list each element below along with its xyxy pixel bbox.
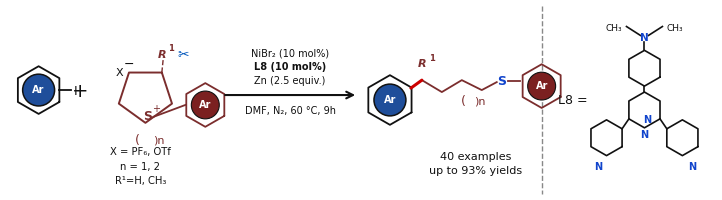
Circle shape [374,84,406,116]
Text: Ar: Ar [199,100,212,110]
Text: 40 examples: 40 examples [440,152,511,162]
Text: Ar: Ar [32,85,45,95]
Text: N: N [640,33,649,43]
Text: N: N [643,115,651,125]
Text: (: ( [461,95,466,108]
Text: L8 =: L8 = [557,94,587,106]
Text: ✂: ✂ [178,48,189,62]
Text: I: I [74,85,77,98]
Text: Ar: Ar [536,81,548,91]
Text: +: + [152,104,160,114]
Text: L8 (10 mol%): L8 (10 mol%) [254,62,326,72]
Text: DMF, N₂, 60 °C, 9h: DMF, N₂, 60 °C, 9h [245,106,336,116]
Text: +: + [72,82,89,101]
Text: CH₃: CH₃ [606,24,622,33]
Text: N: N [640,130,648,140]
Text: n = 1, 2: n = 1, 2 [121,162,160,172]
Text: Ar: Ar [384,95,396,105]
Text: R¹=H, CH₃: R¹=H, CH₃ [115,176,166,186]
Text: R: R [418,59,427,69]
Text: Zn (2.5 equiv.): Zn (2.5 equiv.) [254,76,326,86]
Text: up to 93% yields: up to 93% yields [429,166,522,176]
Text: X = PF₆, OTf: X = PF₆, OTf [110,147,171,157]
Text: S: S [143,110,152,123]
Circle shape [191,91,219,119]
Circle shape [22,74,55,106]
Circle shape [528,72,556,100]
Text: S: S [497,75,506,88]
Text: 1: 1 [168,44,174,53]
Text: NiBr₂ (10 mol%): NiBr₂ (10 mol%) [251,48,329,58]
Text: 1: 1 [429,54,435,63]
Text: X: X [116,68,123,78]
Text: CH₃: CH₃ [666,24,683,33]
Text: −: − [124,58,135,71]
Text: )n: )n [153,136,165,146]
Text: (: ( [135,134,140,147]
Text: N: N [688,162,697,172]
Text: )n: )n [474,97,485,107]
Text: R: R [157,50,166,60]
Text: N: N [594,162,603,172]
